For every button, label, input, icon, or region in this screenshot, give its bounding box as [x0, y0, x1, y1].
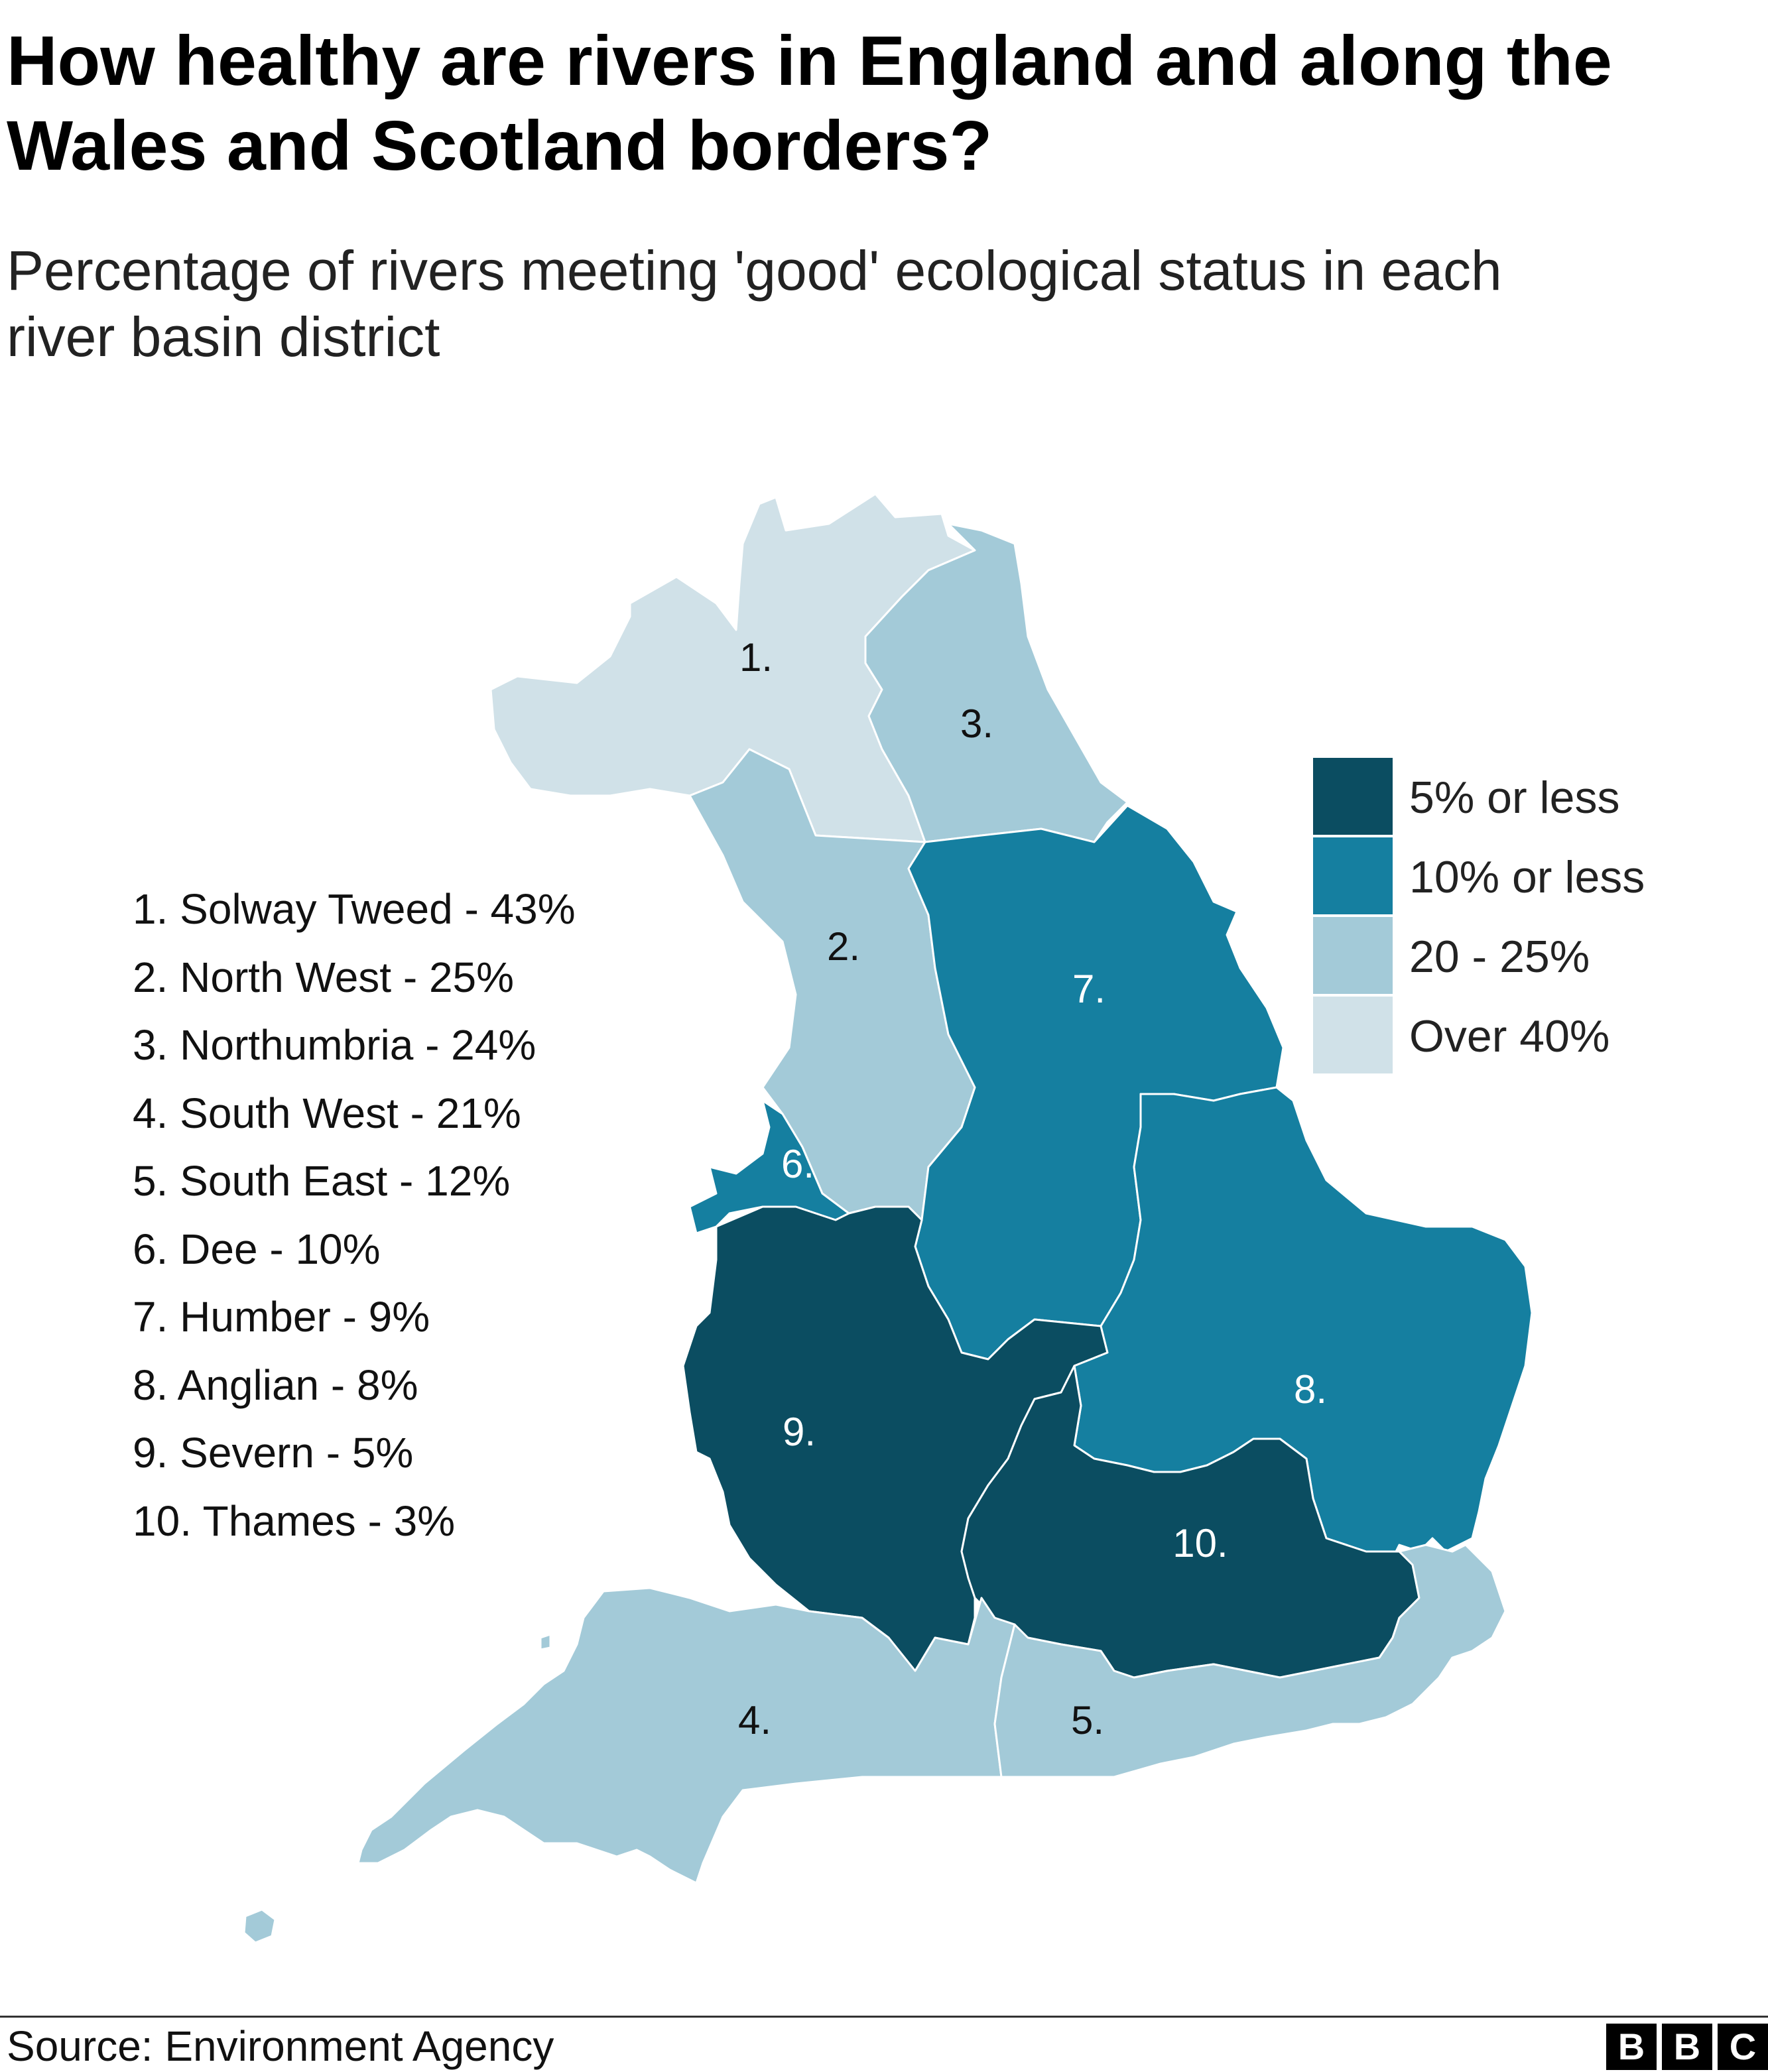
region-label-severn: 9. — [783, 1410, 816, 1454]
district-key-item: 6. Dee - 10% — [133, 1225, 381, 1273]
legend-label: 5% or less — [1409, 772, 1620, 823]
bbc-logo-letter: C — [1718, 2024, 1768, 2070]
legend-label: Over 40% — [1409, 1011, 1610, 1062]
chart-title: How healthy are rivers in England and al… — [7, 22, 1612, 185]
district-key-item: 4. South West - 21% — [133, 1089, 521, 1137]
bbc-logo: B B C — [1606, 2024, 1768, 2070]
region-label-dee: 6. — [781, 1142, 814, 1186]
chart-subtitle: Percentage of rivers meeting 'good' ecol… — [7, 239, 1502, 368]
bbc-logo-letter: B — [1606, 2024, 1657, 2070]
region-label-northumbria: 3. — [960, 701, 993, 746]
region-label-thames: 10. — [1172, 1521, 1228, 1565]
region-south-east[interactable] — [993, 1544, 1507, 1778]
district-key-item: 10. Thames - 3% — [133, 1496, 456, 1545]
region-label-solway-tweed: 1. — [739, 635, 773, 680]
district-key-item: 1. Solway Tweed - 43% — [133, 885, 576, 933]
legend-label: 10% or less — [1409, 852, 1645, 902]
bbc-logo-letter: B — [1662, 2024, 1712, 2070]
region-south-west[interactable] — [357, 1587, 1016, 1884]
legend-swatch — [1313, 758, 1393, 835]
region-label-anglian: 8. — [1294, 1367, 1327, 1412]
region-label-south-east: 5. — [1071, 1698, 1104, 1742]
region-dee[interactable] — [688, 1099, 850, 1235]
legend-label: 20 - 25% — [1409, 932, 1590, 982]
source-note: Source: Environment Agency — [7, 2022, 554, 2070]
legend-swatch — [1313, 917, 1393, 994]
district-key-item: 7. Humber - 9% — [133, 1293, 430, 1341]
region-label-south-west: 4. — [738, 1698, 771, 1742]
footer-divider — [0, 2016, 1768, 2018]
district-key-item: 8. Anglian - 8% — [133, 1361, 418, 1409]
district-key-item: 9. Severn - 5% — [133, 1429, 414, 1477]
legend-swatch — [1313, 837, 1393, 914]
district-key-item: 2. North West - 25% — [133, 953, 515, 1001]
district-key-item: 5. South East - 12% — [133, 1157, 511, 1205]
legend-swatch — [1313, 997, 1393, 1073]
region-south-west-islands — [243, 1633, 552, 1944]
region-label-humber: 7. — [1072, 967, 1105, 1011]
region-label-north-west: 2. — [827, 924, 860, 969]
district-key-list: 1. Solway Tweed - 43% 2. North West - 25… — [133, 875, 576, 1555]
district-key-item: 3. Northumbria - 24% — [133, 1021, 537, 1069]
